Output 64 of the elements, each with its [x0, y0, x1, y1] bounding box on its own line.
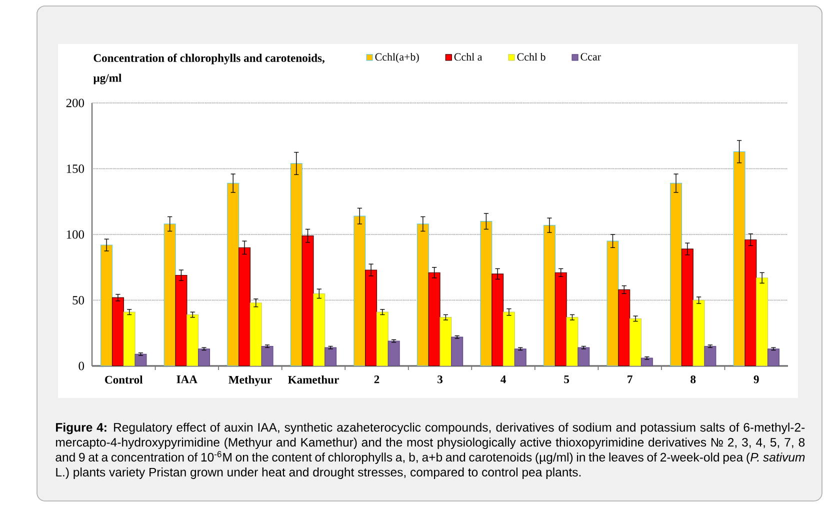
bar: [365, 270, 378, 366]
x-tick-label: Methyur: [228, 376, 272, 386]
y-tick-label: 50: [72, 296, 84, 304]
bar: [578, 347, 590, 366]
x-tick-label: 8: [690, 376, 696, 384]
bar: [250, 302, 262, 366]
bar: [630, 318, 642, 366]
bar: [302, 236, 314, 366]
legend-label: Cchl b: [517, 52, 546, 61]
y-tick-label: 200: [66, 98, 84, 108]
bar: [388, 340, 400, 366]
bar: [744, 239, 757, 366]
legend-label: Cchl(a+b): [375, 52, 419, 63]
bar: [480, 221, 492, 366]
bar: [566, 317, 578, 366]
bar: [543, 224, 556, 366]
x-tick-label: 7: [628, 375, 632, 384]
bar: [733, 151, 746, 366]
bar: [618, 289, 630, 366]
bar: [606, 240, 619, 366]
bar: [451, 336, 464, 366]
bar: [186, 314, 199, 366]
x-tick-label: 9: [754, 376, 759, 384]
bar: [492, 274, 504, 366]
legend-label: Ccar: [580, 53, 601, 60]
bar: [376, 312, 388, 366]
bar: [692, 300, 705, 366]
bar: [354, 216, 366, 366]
bar: [261, 346, 274, 366]
bar: [554, 272, 567, 366]
bar: [670, 182, 682, 366]
bar: [112, 297, 124, 366]
bar: [704, 346, 716, 366]
bar: [290, 163, 302, 366]
legend-label: Cchl a: [454, 52, 482, 61]
bar: [440, 317, 452, 366]
x-tick-label: 3: [438, 376, 443, 384]
bar: [313, 293, 326, 366]
bar: [514, 348, 526, 366]
bar: [502, 312, 515, 366]
x-tick-label: IAA: [176, 375, 198, 384]
bar: [164, 224, 176, 366]
bar: [416, 224, 429, 366]
bar: [123, 312, 136, 366]
bar: [767, 348, 780, 366]
y-tick-label: 100: [66, 230, 84, 239]
x-tick-label: Control: [105, 376, 143, 384]
x-tick-label: 5: [564, 375, 570, 384]
bar: [238, 247, 250, 366]
bar: [198, 348, 210, 366]
text: Figure 4: Regulatory effect of auxin IAA, synthetic azaheterocyclic compounds, derivatives of sodium and potassium salts of 6-methyl-2-mercapto-4-hydroxypyrimidine (Methyur and Kamethur) and the most physiologically active thioxopyrimidine derivatives № 2, 3, 4, 5, 7, 8 and 9 at a concentration of 10$^{-6}$M on the content of chlorophylls a, b, a+b and carotenoids (µg/ml) in the leaves of 2-week-old pea (P. sativum L.) plants variety Pristan grown under heat and drought stresses, compared to control pea plants.: [56, 422, 805, 479]
bar: [100, 244, 113, 366]
y-tick-label: 0: [78, 362, 84, 370]
bar: [175, 274, 188, 366]
x-tick-label: 2: [374, 376, 380, 384]
bar: [756, 278, 768, 366]
x-tick-label: 4: [500, 376, 506, 384]
bar: [324, 347, 337, 366]
x-tick-label: Kamethur: [288, 376, 339, 384]
y-axis-title: Concentration of chlorophylls and carotenoids, µg/ml: [93, 54, 324, 84]
y-tick-label: 150: [66, 164, 84, 173]
bar: [681, 248, 694, 366]
bar: [227, 182, 240, 366]
bar: [428, 272, 440, 366]
